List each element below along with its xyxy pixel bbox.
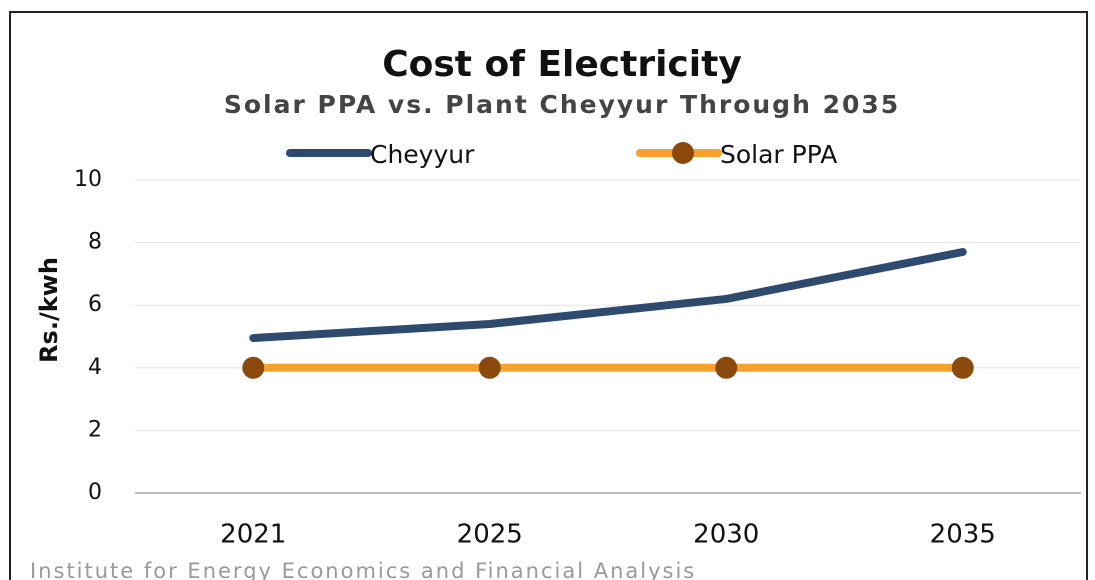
x-tick-label: 2030 [693,520,759,550]
x-tick-label: 2021 [220,520,286,550]
y-tick-label: 8 [88,230,102,255]
y-tick-label: 0 [88,480,102,505]
data-point [715,356,738,379]
legend-label: Solar PPA [720,140,837,169]
data-point [478,356,501,379]
legend-marker [672,142,694,164]
chart-title: Cost of Electricity [382,44,742,85]
data-point [951,356,974,379]
chart-frame [9,11,1088,580]
y-axis-label: Rs./kwh [35,257,63,363]
source-note: Institute for Energy Economics and Finan… [30,559,696,580]
series-line [249,247,967,343]
data-point [242,356,265,379]
x-tick-label: 2025 [457,520,523,550]
y-tick-label: 10 [74,167,102,192]
y-tick-label: 6 [88,292,102,317]
y-tick-label: 4 [88,355,102,380]
chart-subtitle: Solar PPA vs. Plant Cheyyur Through 2035 [224,90,900,119]
x-tick-label: 2035 [930,520,996,550]
legend-label: Cheyyur [370,140,475,169]
y-tick-label: 2 [88,417,102,442]
